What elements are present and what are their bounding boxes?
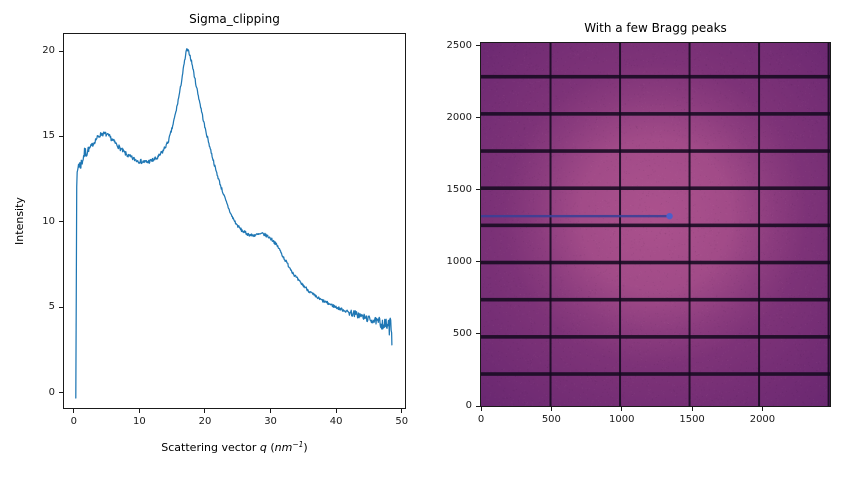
xlabel-paren: (	[266, 441, 275, 454]
y-tick-mark	[59, 306, 63, 308]
y-tick-mark	[59, 392, 63, 394]
xlabel-close-paren: )	[303, 441, 308, 454]
y-tick-label: 2500	[446, 39, 472, 51]
x-tick-label: 0	[477, 414, 485, 425]
y-tick-mark	[59, 50, 63, 52]
x-tick-label: 30	[264, 416, 277, 427]
y-tick-label: 500	[452, 327, 472, 339]
x-tick-mark	[550, 407, 552, 411]
line-plot-canvas	[64, 34, 405, 408]
y-tick-mark	[476, 261, 480, 263]
detector-image-axes	[480, 42, 831, 407]
x-tick-mark	[480, 407, 482, 411]
xlabel-exponent: −1	[292, 440, 304, 449]
left-x-axis-label: Scattering vector q (nm−1)	[63, 440, 406, 454]
left-chart-title: Sigma_clipping	[189, 12, 280, 26]
y-tick-label: 20	[42, 45, 55, 57]
x-tick-mark	[335, 409, 337, 413]
y-tick-mark	[59, 135, 63, 137]
x-tick-mark	[761, 407, 763, 411]
y-tick-label: 0	[465, 400, 472, 411]
xlabel-unit: nm	[274, 441, 293, 454]
y-tick-mark	[476, 189, 480, 191]
y-tick-label: 0	[48, 386, 55, 398]
x-tick-mark	[691, 407, 693, 411]
x-tick-mark	[401, 409, 403, 413]
y-tick-label: 2000	[446, 111, 472, 123]
x-tick-label: 20	[198, 416, 212, 427]
x-tick-mark	[621, 407, 623, 411]
xlabel-text: Scattering vector	[161, 441, 260, 454]
line-plot-axes	[63, 33, 406, 409]
xlabel-q-symbol: q	[259, 441, 267, 454]
y-tick-label: 1000	[446, 255, 472, 267]
detector-image-canvas	[481, 43, 830, 406]
x-tick-label: 500	[541, 414, 561, 425]
x-tick-label: 50	[395, 416, 409, 427]
y-tick-mark	[476, 117, 480, 119]
y-tick-mark	[59, 221, 63, 223]
x-tick-label: 0	[70, 416, 78, 427]
y-tick-mark	[476, 333, 480, 335]
y-tick-label: 1500	[446, 183, 472, 195]
y-tick-label: 10	[42, 215, 55, 227]
x-tick-label: 2000	[749, 414, 776, 425]
x-tick-label: 1500	[679, 414, 705, 425]
y-tick-label: 15	[42, 130, 55, 142]
y-tick-mark	[476, 405, 480, 407]
x-tick-label: 40	[329, 416, 343, 427]
x-tick-mark	[204, 409, 206, 413]
y-tick-mark	[476, 45, 480, 47]
x-tick-mark	[138, 409, 140, 413]
x-tick-label: 1000	[608, 414, 635, 425]
x-tick-mark	[73, 409, 75, 413]
y-tick-label: 5	[48, 301, 55, 313]
x-tick-label: 10	[133, 416, 146, 427]
x-tick-mark	[270, 409, 272, 413]
right-chart-title: With a few Bragg peaks	[584, 21, 727, 35]
